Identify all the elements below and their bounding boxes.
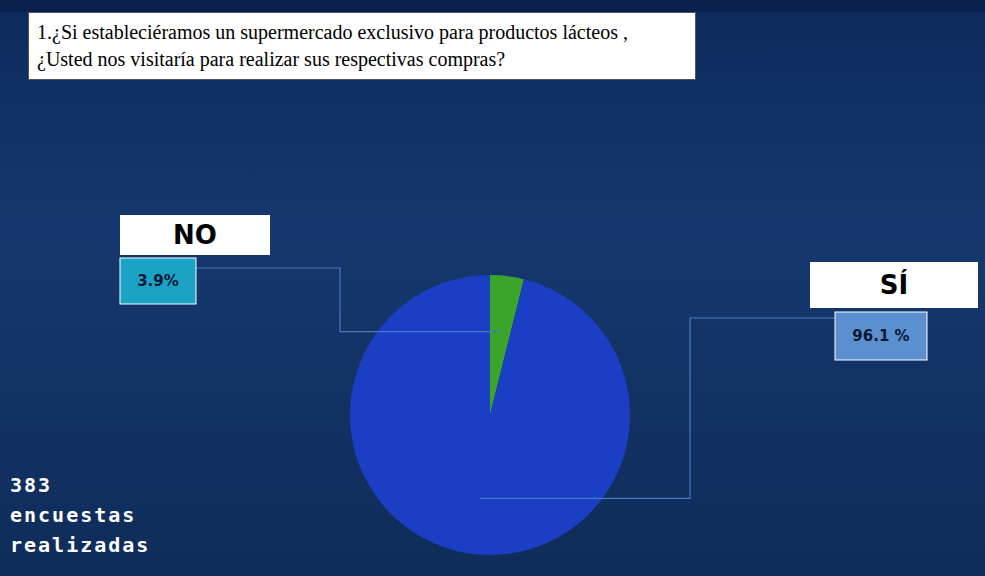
svg-text:NO: NO xyxy=(173,220,217,250)
html-text:383: 383 xyxy=(10,473,53,497)
svg-text:3.9%: 3.9% xyxy=(137,272,179,290)
html-text:1.¿Si estableciéramos un super: 1.¿Si estableciéramos un supermercado ex… xyxy=(37,21,628,70)
svg-text:SÍ: SÍ xyxy=(880,269,908,300)
html-text:encuestas: encuestas xyxy=(10,503,137,527)
html-text:realizadas: realizadas xyxy=(10,533,151,557)
svg-text:96.1 %: 96.1 % xyxy=(852,327,909,345)
